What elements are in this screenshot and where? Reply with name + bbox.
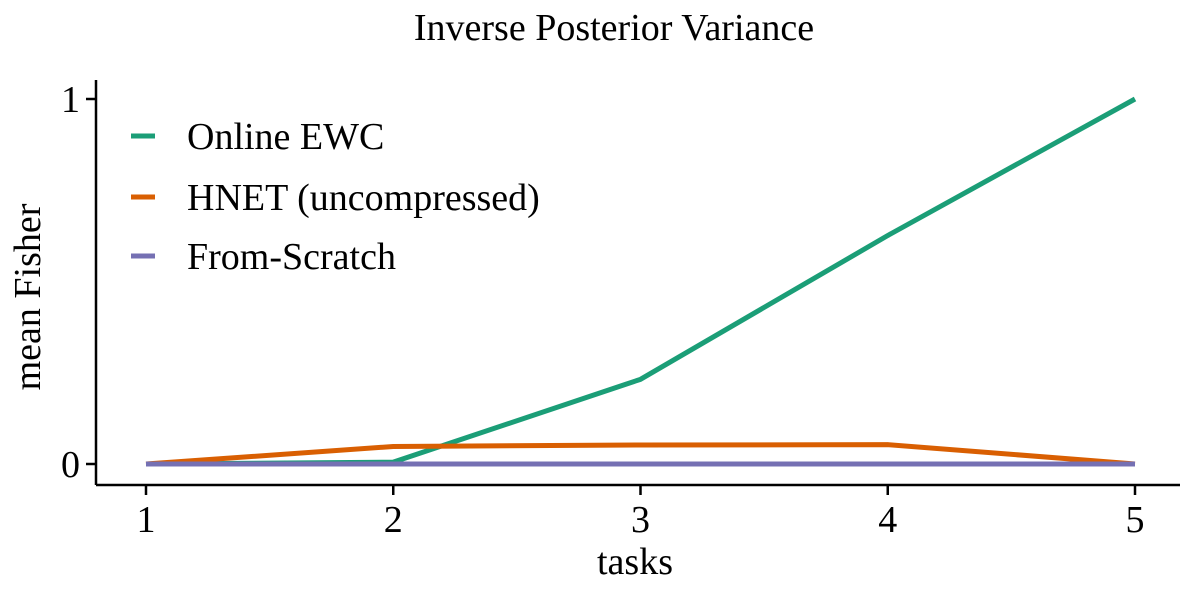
x-tick-label: 3: [631, 499, 650, 541]
x-tick-label: 2: [384, 499, 403, 541]
legend-label: HNET (uncompressed): [187, 177, 540, 219]
legend: Online EWC HNET (uncompressed) From-Scratc…: [131, 116, 540, 278]
y-tick-label: 0: [61, 444, 80, 486]
x-tick-label: 1: [137, 499, 156, 541]
series-lines: [145, 96, 1137, 467]
x-axis-ticks: 1 2 3 4 5: [137, 485, 1145, 541]
x-tick-label: 5: [1126, 499, 1145, 541]
legend-label: From-Scratch: [187, 236, 396, 278]
y-axis-ticks: 01: [61, 79, 96, 486]
y-axis-label: mean Fisher: [7, 203, 49, 390]
legend-label: Online EWC: [187, 116, 384, 158]
x-tick-label: 4: [878, 499, 897, 541]
y-tick-label: 1: [61, 79, 80, 121]
series-line-1: [145, 442, 1136, 467]
chart-title: Inverse Posterior Variance: [414, 7, 814, 49]
x-axis-label: tasks: [597, 541, 673, 583]
